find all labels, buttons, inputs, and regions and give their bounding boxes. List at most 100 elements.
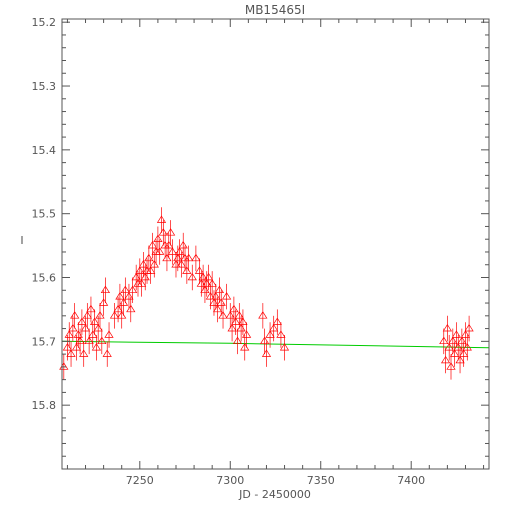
data-point [158,220,168,246]
triangle-marker [144,253,154,262]
data-point [136,271,147,297]
data-point [265,322,275,348]
data-point [225,303,235,329]
triangle-marker [207,279,217,287]
x-tick-label: 7300 [216,474,244,487]
triangle-marker [184,253,194,262]
y-axis-label: I [20,234,23,247]
triangle-marker [165,228,176,236]
triangle-marker [126,304,136,313]
data-point [276,322,286,348]
triangle-marker [127,285,138,294]
triangle-marker [457,336,467,345]
y-tick-label: 15.3 [32,80,57,93]
triangle-marker [212,304,223,313]
data-point [464,315,474,342]
data-point [214,277,225,304]
x-tick-label: 7250 [126,474,154,487]
triangle-marker [261,349,272,357]
triangle-marker [84,336,94,345]
data-point [439,328,449,355]
data-point [211,283,221,310]
data-point [227,315,237,342]
data-point [451,322,462,348]
data-point [241,322,252,348]
y-tick-label: 15.8 [32,399,57,412]
y-tick-label: 15.7 [32,335,57,348]
triangle-marker [229,304,239,313]
data-point [231,309,241,335]
data-point [91,334,102,361]
y-tick-label: 15.6 [32,272,57,285]
triangle-marker [187,272,197,281]
triangle-marker [104,330,114,338]
triangle-marker [64,330,74,338]
triangle-marker [155,247,165,255]
data-point [232,328,243,355]
data-point [109,303,120,329]
triangle-marker [95,311,105,319]
data-point [98,290,109,316]
data-point [95,303,105,329]
triangle-marker [198,272,208,281]
data-point [460,322,471,348]
data-point [75,328,85,355]
triangle-marker [439,336,449,345]
triangle-marker [225,311,235,319]
triangle-marker [70,311,80,319]
triangle-marker [194,266,205,274]
triangle-marker [109,311,120,319]
data-point [259,328,270,355]
y-tick-label: 15.2 [32,16,57,29]
triangle-marker [238,317,248,325]
triangle-marker [462,343,472,351]
data-point [444,334,454,361]
data-point [66,341,76,367]
data-point [187,264,197,291]
triangle-marker [227,323,237,332]
triangle-marker [442,323,453,332]
triangle-marker [460,330,471,338]
data-point [84,328,94,355]
y-tick-label: 15.5 [32,208,57,221]
triangle-marker [97,336,107,345]
triangle-marker [455,355,465,364]
data-point [240,334,250,361]
triangle-marker [138,260,149,268]
triangle-marker [448,336,458,345]
triangle-marker [216,298,226,306]
triangle-marker [79,349,89,357]
data-point [82,303,92,329]
triangle-marker [221,292,232,300]
data-point [126,296,136,323]
triangle-marker [167,247,178,255]
triangle-marker [241,330,252,338]
triangle-marker [440,355,451,364]
triangle-marker [218,311,228,319]
data-point [218,303,228,329]
plot-area [59,207,490,380]
data-point [70,303,80,329]
x-tick-label: 7400 [397,474,425,487]
triangle-marker [66,349,76,357]
data-point [446,354,456,380]
triangle-marker [75,336,85,345]
data-point [174,239,185,265]
data-point [455,347,465,374]
data-point [440,347,451,374]
plot-frame [61,18,490,470]
triangle-marker [146,266,156,274]
data-point [207,271,217,297]
data-point [176,251,187,278]
data-point [261,341,272,367]
data-point [221,283,232,310]
data-point [216,290,226,316]
triangle-marker [82,311,92,319]
data-point [167,239,178,265]
data-point [104,322,114,348]
x-axis: 7250 7300 7350 7400 [66,19,485,487]
data-point [162,245,172,272]
triangle-marker [203,272,214,281]
triangle-marker [120,285,130,294]
data-point [124,283,134,310]
